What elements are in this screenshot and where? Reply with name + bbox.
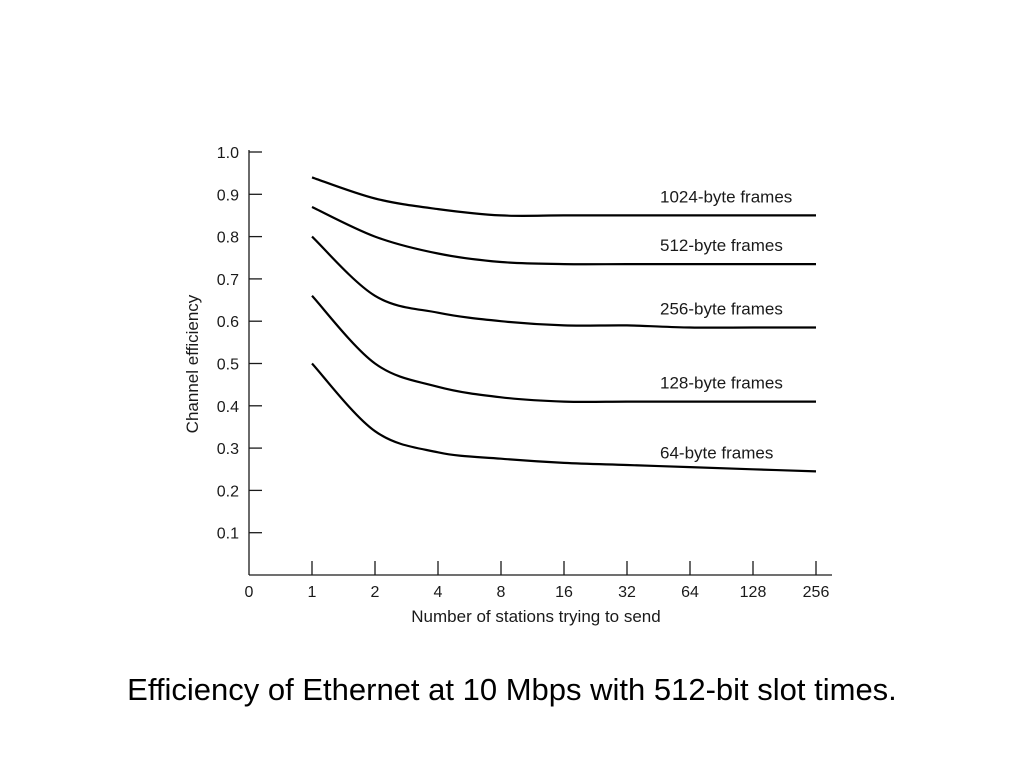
figure-caption: Efficiency of Ethernet at 10 Mbps with 5… [127,672,897,707]
series-line-1 [311,206,816,266]
y-tick-label: 0.2 [217,483,239,500]
y-axis-title: Channel efficiency [183,294,202,433]
x-tick-label: 0 [245,584,254,601]
y-tick-label: 1.0 [217,145,239,162]
y-tick-label: 0.5 [217,357,239,374]
chart-axes [248,150,832,576]
x-tick-label: 1 [308,584,317,601]
x-axis-ticks: 0 1 2 4 8 16 32 64 128 256 [245,561,830,601]
x-tick-label: 64 [681,584,699,601]
series-line-0 [311,176,816,217]
y-axis-ticks: 0.1 0.2 0.3 0.4 0.5 0.6 0.7 0.8 0.9 1.0 [217,145,262,543]
x-tick-label: 32 [618,584,636,601]
series-lines [311,176,817,473]
series-label-1: 512-byte frames [660,236,783,255]
series-label-2: 256-byte frames [660,300,783,319]
series-label-3: 128-byte frames [660,374,783,393]
series-label-0: 1024-byte frames [660,187,792,206]
series-labels: 1024-byte frames 512-byte frames 256-byte … [660,187,792,462]
x-tick-label: 2 [371,584,380,601]
series-label-4: 64-byte frames [660,443,773,462]
series-line-3 [311,295,816,404]
y-tick-label: 0.1 [217,526,239,543]
series-line-2 [311,235,816,329]
y-tick-label: 0.8 [217,230,239,247]
x-axis-title: Number of stations trying to send [411,607,660,626]
y-tick-label: 0.4 [217,399,239,416]
y-tick-label: 0.3 [217,441,239,458]
x-tick-label: 4 [434,584,443,601]
x-tick-label: 16 [555,584,573,601]
y-tick-label: 0.9 [217,187,239,204]
x-tick-label: 256 [803,584,830,601]
x-tick-label: 8 [497,584,506,601]
y-tick-label: 0.6 [217,314,239,331]
y-tick-label: 0.7 [217,272,239,289]
x-tick-label: 128 [740,584,767,601]
series-line-4 [311,362,817,473]
